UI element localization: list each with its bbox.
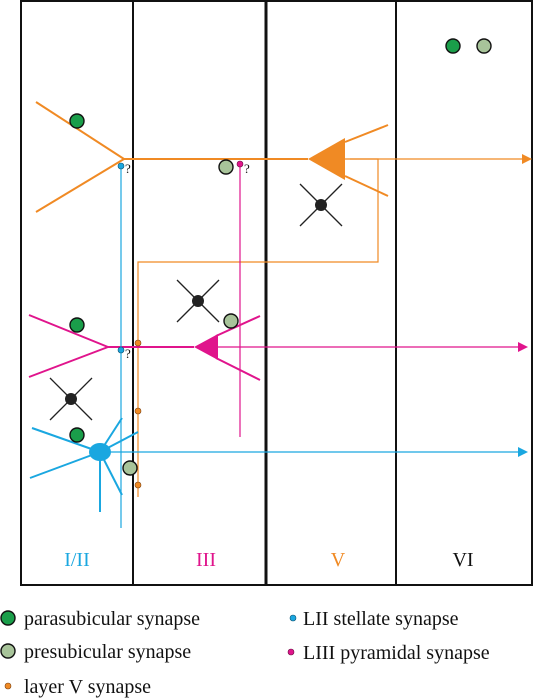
- parasubicular-synapses: [69, 38, 461, 443]
- interneuron-layer-i-ii: [49, 377, 93, 421]
- presubicular-synapse: [476, 38, 492, 54]
- liii-pyramidal-synapse: [236, 160, 244, 168]
- parasubicular-marker: [0, 610, 16, 626]
- presubicular-synapse: [223, 313, 239, 329]
- layer-iii-pyramidal-neuron: [28, 166, 528, 437]
- legend-label: LII stellate synapse: [303, 608, 459, 630]
- presubicular-marker: [0, 643, 16, 659]
- layer-v-marker: [4, 682, 12, 690]
- legend-item-layer-v: layer V synapse: [4, 676, 151, 698]
- layer-iii-soma: [194, 334, 218, 360]
- layer-v-synapses: [134, 339, 142, 489]
- legend-label: parasubicular synapse: [24, 608, 200, 630]
- legend-item-liii-pyramidal: LIII pyramidal synapse: [287, 642, 490, 664]
- parasubicular-synapse: [445, 38, 461, 54]
- layer-label-iii: III: [196, 549, 216, 571]
- layer-box-outer: [20, 0, 533, 586]
- presubicular-synapse: [218, 159, 234, 175]
- layer-v-synapse: [134, 481, 142, 489]
- legend-item-lii-stellate: LII stellate synapse: [289, 608, 459, 630]
- interneuron-layer-iii: [176, 279, 220, 323]
- layer-label-vi: VI: [452, 549, 473, 571]
- lii-stellate-synapse: [117, 346, 125, 354]
- legend-item-presubicular: presubicular synapse: [0, 641, 191, 663]
- layer-v-synapse: [134, 339, 142, 347]
- legend-label: LIII pyramidal synapse: [303, 642, 490, 664]
- layer-ii-soma: [89, 443, 111, 461]
- parasubicular-synapse: [69, 317, 85, 333]
- layer-labels: I/II III V VI: [64, 549, 473, 571]
- legend-item-parasubicular: parasubicular synapse: [0, 608, 200, 630]
- lii-stellate-synapses: [117, 162, 125, 354]
- parasubicular-synapse: [69, 427, 85, 443]
- liii-pyramidal-synapses: [236, 160, 244, 168]
- layer-boxes: [20, 0, 533, 586]
- lii-stellate-synapse: [117, 162, 125, 170]
- uncertain-connections: ? ? ?: [125, 161, 250, 361]
- presubicular-synapses: [122, 38, 492, 476]
- legend-label: layer V synapse: [24, 676, 151, 698]
- parasubicular-synapse: [69, 113, 85, 129]
- lii-stellate-marker: [289, 614, 297, 622]
- question-mark: ?: [125, 346, 131, 361]
- question-mark: ?: [244, 161, 250, 176]
- question-mark: ?: [125, 161, 131, 176]
- presubicular-synapse: [122, 460, 138, 476]
- layer-v-synapse: [134, 407, 142, 415]
- layer-v-soma: [308, 138, 345, 180]
- legend: parasubicular synapse presubicular synap…: [0, 608, 490, 698]
- layer-label-v: V: [331, 549, 346, 571]
- interneuron-layer-v: [299, 183, 343, 227]
- layer-label-i-ii: I/II: [64, 549, 90, 571]
- legend-label: presubicular synapse: [24, 641, 191, 663]
- liii-pyramidal-marker: [287, 648, 295, 656]
